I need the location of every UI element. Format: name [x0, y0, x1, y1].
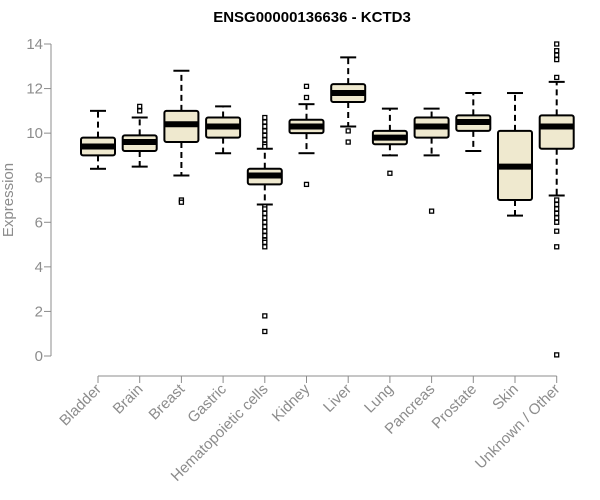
outlier-point	[303, 94, 310, 101]
outlier-point	[554, 201, 560, 208]
x-tick-label: Bladder	[56, 381, 105, 430]
outlier-point	[387, 170, 393, 176]
outlier-point	[554, 210, 560, 217]
x-tick-label: Kidney	[269, 380, 314, 425]
y-tick-label: 4	[35, 259, 43, 276]
x-tick-label: Skin	[489, 381, 522, 414]
outlier-point	[554, 48, 560, 54]
box-pancreas	[413, 107, 450, 214]
outlier-point	[262, 328, 268, 335]
outlier-point	[137, 103, 143, 110]
outlier-point	[554, 41, 560, 47]
outlier-point	[345, 128, 351, 134]
outlier-point	[554, 215, 560, 221]
box-breast	[163, 69, 200, 205]
x-tick-label: Breast	[146, 380, 189, 423]
y-tick-label: 10	[26, 125, 43, 142]
box-prostate	[455, 92, 492, 152]
outlier-point	[137, 108, 143, 114]
outlier-point	[262, 123, 268, 130]
outlier-point	[428, 208, 435, 214]
box-series	[80, 41, 575, 358]
outlier-point	[262, 132, 268, 139]
outlier-point	[262, 228, 268, 234]
outlier-point	[303, 181, 310, 188]
box-skin	[497, 92, 533, 217]
x-tick-label: Liver	[320, 381, 355, 416]
box-brain	[121, 103, 158, 168]
outlier-point	[554, 219, 560, 225]
y-axis: 0 2 4 6 8 10 12 14	[26, 36, 52, 365]
y-tick-label: 6	[35, 214, 43, 231]
outlier-point	[262, 119, 268, 125]
outlier-point	[554, 206, 560, 212]
outlier-point	[262, 224, 268, 230]
outlier-point	[262, 219, 268, 225]
box-unknown-other	[538, 41, 575, 358]
x-tick-label: Lung	[361, 381, 397, 417]
outlier-point	[262, 206, 268, 212]
box-lung	[371, 107, 408, 176]
iqr-box	[538, 114, 575, 150]
x-tick-label: Prostate	[429, 381, 481, 433]
y-tick-label: 2	[35, 303, 43, 320]
outlier-point	[554, 197, 560, 203]
outlier-point	[554, 228, 560, 234]
outlier-point	[262, 233, 268, 239]
outlier-point	[262, 137, 268, 143]
x-tick-label: Brain	[110, 381, 147, 418]
box-gastric	[205, 105, 242, 155]
outlier-point	[262, 215, 268, 221]
outlier-point	[554, 74, 560, 81]
outlier-point	[262, 313, 268, 319]
y-tick-label: 0	[35, 348, 43, 365]
outlier-point	[262, 143, 268, 150]
box-liver	[330, 56, 367, 145]
box-kidney	[288, 83, 325, 188]
outlier-point	[303, 83, 310, 89]
outlier-point	[554, 56, 560, 63]
y-tick-label: 8	[35, 170, 43, 187]
outlier-point	[345, 139, 351, 145]
outlier-point	[554, 52, 560, 58]
y-tick-label: 14	[26, 36, 43, 53]
y-axis-title: Expression	[0, 163, 17, 237]
box-hematopoietic-cells	[246, 114, 283, 335]
outlier-point	[554, 244, 560, 250]
outlier-point	[554, 352, 560, 358]
box-bladder	[80, 109, 116, 170]
outlier-point	[262, 128, 268, 134]
outlier-point	[262, 114, 268, 121]
chart-title: ENSG00000136636 - KCTD3	[213, 9, 411, 26]
outlier-point	[262, 239, 268, 245]
outlier-point	[178, 199, 185, 205]
y-tick-label: 12	[26, 81, 43, 98]
outlier-point	[262, 210, 268, 217]
outlier-point	[262, 244, 268, 250]
